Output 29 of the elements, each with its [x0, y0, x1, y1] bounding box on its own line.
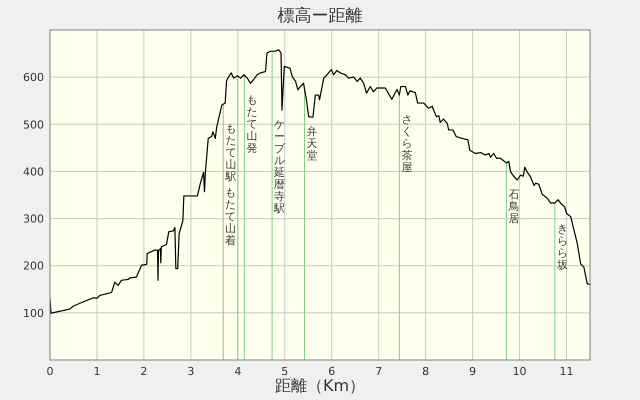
- x-axis-title: 距離（Km）: [274, 376, 366, 395]
- x-tick-label: 7: [375, 365, 382, 378]
- ref-line-label: 石鳥居: [507, 188, 520, 225]
- y-tick-label: 200: [23, 260, 44, 273]
- x-tick-label: 3: [187, 365, 194, 378]
- y-tick-label: 500: [23, 118, 44, 132]
- chart-title: 標高ー距離: [278, 6, 362, 26]
- x-tick-label: 11: [560, 365, 574, 378]
- ref-line-label: もたて山発: [246, 93, 258, 154]
- x-tick-label: 2: [140, 365, 148, 378]
- y-tick-label: 400: [23, 165, 44, 178]
- x-tick-label: 9: [469, 365, 476, 378]
- x-tick-label: 1: [93, 365, 100, 378]
- ref-line-label: もたて山駅: [224, 122, 236, 184]
- ref-line-label: きらら坂: [556, 222, 568, 272]
- ref-line-label: さくら茶屋: [401, 113, 412, 174]
- x-tick-label: 10: [512, 365, 527, 378]
- x-tick-label: 8: [422, 365, 430, 378]
- line-series: [49, 49, 591, 314]
- y-tick-label: 100: [23, 306, 44, 320]
- x-tick-label: 5: [281, 365, 288, 378]
- ref-line-label: ケーブル延暦寺駅: [273, 118, 286, 216]
- y-tick-label: 600: [23, 71, 44, 84]
- y-tick-label: 300: [23, 212, 44, 226]
- ref-line-label: もたて山着: [224, 186, 236, 248]
- x-tick-label: 4: [234, 365, 242, 378]
- x-tick-label: 0: [46, 365, 54, 378]
- ref-line-label: 弁天堂: [306, 125, 318, 162]
- x-tick-label: 6: [328, 365, 336, 378]
